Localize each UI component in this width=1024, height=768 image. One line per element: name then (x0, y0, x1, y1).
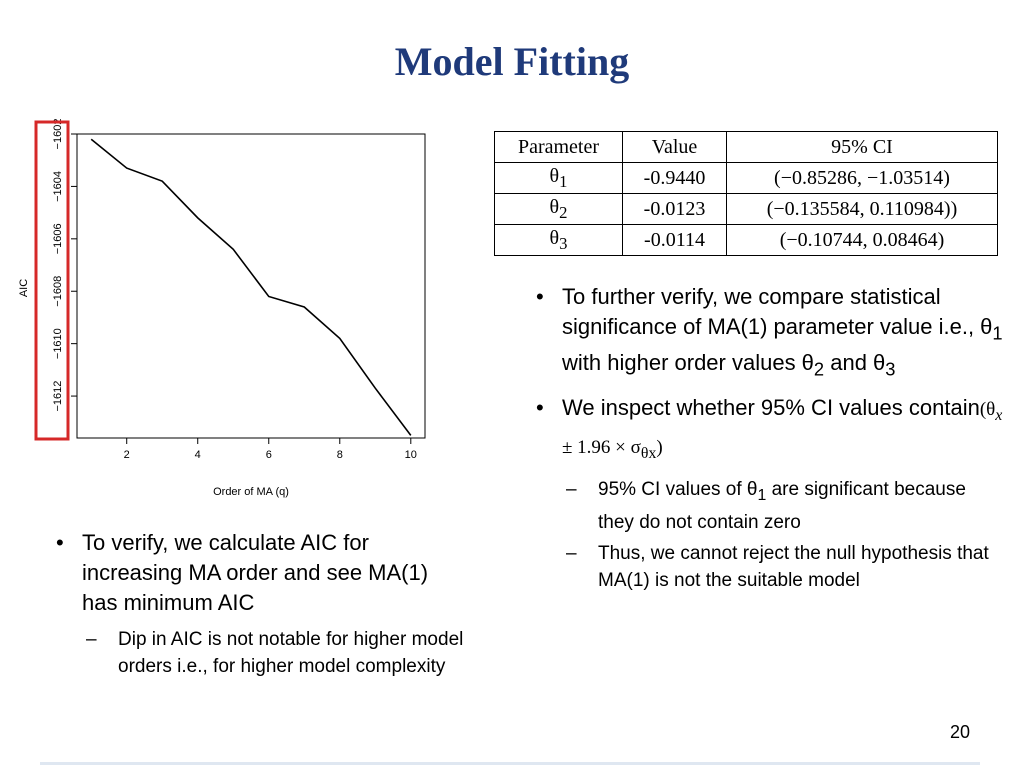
plot-frame (76, 133, 426, 439)
header-ci: 95% CI (726, 131, 998, 163)
table-row: θ2 -0.0123 (−0.135584, 0.110984)) (494, 193, 998, 225)
x-tick-label: 2 (124, 449, 130, 461)
y-tick-label: −1606 (52, 223, 64, 254)
bullet-verify-aic: To verify, we calculate AIC for increasi… (56, 528, 466, 618)
aic-chart: 2 4 6 8 10 −1612 −1610 −1608 −1606 −1604 −1602 AIC… (18, 119, 426, 498)
footer-divider (40, 762, 980, 765)
y-tick-label: −1608 (52, 276, 64, 307)
y-tick-label: −1612 (52, 381, 64, 412)
parameter-table: Parameter Value 95% CI θ1 -0.9440 (−0.85… (494, 131, 998, 256)
aic-line (90, 138, 412, 436)
table-row: θ3 -0.0114 (−0.10744, 0.08464) (494, 224, 998, 256)
x-tick-label: 4 (195, 449, 201, 461)
y-tick-label: −1604 (52, 171, 64, 202)
table-header-row: Parameter Value 95% CI (494, 131, 998, 163)
x-axis-label: Order of MA (q) (213, 486, 289, 498)
cell-value: -0.9440 (622, 162, 727, 194)
cell-parameter: θ1 (494, 162, 623, 194)
cell-ci: (−0.85286, −1.03514) (726, 162, 998, 194)
y-tick-label: −1602 (52, 119, 64, 150)
sub-bullet-cannot-reject: Thus, we cannot reject the null hypothes… (562, 540, 1006, 594)
header-value: Value (622, 131, 727, 163)
table-row: θ1 -0.9440 (−0.85286, −1.03514) (494, 162, 998, 194)
cell-ci: (−0.10744, 0.08464) (726, 224, 998, 256)
bullet-inspect-ci: We inspect whether 95% CI values contain… (536, 393, 1006, 469)
cell-ci: (−0.135584, 0.110984)) (726, 193, 998, 225)
bullet-verify-significance: To further verify, we compare statistica… (536, 282, 1006, 385)
left-bullet-list: To verify, we calculate AIC for increasi… (56, 528, 466, 684)
cell-value: -0.0123 (622, 193, 727, 225)
y-axis-label: AIC (18, 279, 30, 297)
page-number: 20 (950, 722, 971, 742)
x-tick-label: 8 (337, 449, 343, 461)
x-tick-label: 6 (266, 449, 272, 461)
x-tick-label: 10 (405, 449, 417, 461)
cell-parameter: θ3 (494, 224, 623, 256)
cell-parameter: θ2 (494, 193, 623, 225)
ci-formula: (θx ± 1.96 × σθx) (562, 398, 1003, 462)
sub-bullet-aic-dip: Dip in AIC is not notable for higher mod… (82, 626, 466, 680)
header-parameter: Parameter (494, 131, 623, 163)
slide-title: Model Fitting (394, 39, 630, 84)
y-tick-label: −1610 (52, 328, 64, 359)
right-bullet-list: To further verify, we compare statistica… (536, 282, 1006, 598)
sub-bullet-ci-significant: 95% CI values of θ1 are significant beca… (562, 476, 1006, 536)
cell-value: -0.0114 (622, 224, 727, 256)
y-axis-highlight-box (34, 120, 70, 441)
